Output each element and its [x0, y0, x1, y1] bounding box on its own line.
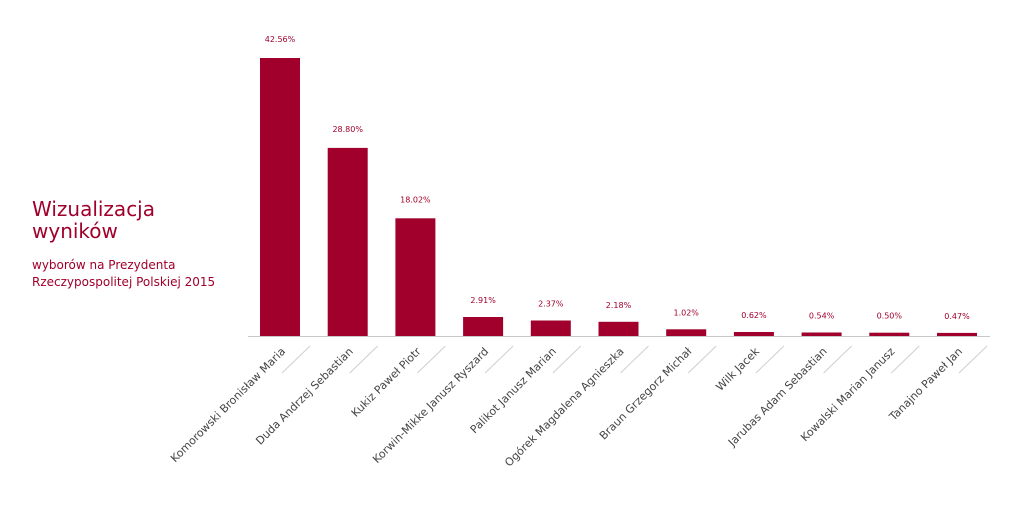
x-tick-line	[552, 345, 582, 374]
data-label: 0.50%	[877, 312, 903, 321]
bar[interactable]	[801, 332, 842, 337]
bar[interactable]	[869, 332, 910, 336]
data-label: 28.80%	[332, 125, 363, 134]
chart-title-line-1: Wizualizacja	[32, 197, 155, 221]
data-label: 0.62%	[741, 311, 767, 320]
bar[interactable]	[666, 329, 707, 336]
bar[interactable]	[327, 147, 368, 336]
x-tick-line	[281, 345, 311, 374]
bar[interactable]	[937, 332, 977, 336]
x-tick-line	[823, 345, 852, 374]
x-tick-line	[349, 345, 379, 374]
data-label: 1.02%	[673, 308, 699, 317]
data-label: 42.56%	[265, 35, 296, 44]
bar[interactable]	[598, 321, 639, 336]
x-tick-label: Tanajno Paweł Jan	[886, 345, 965, 424]
x-tick-line	[620, 345, 649, 374]
x-tick-line	[687, 345, 717, 374]
chart-subtitle-line-1: wyborów na Prezydenta	[32, 258, 176, 272]
x-tick-line	[417, 345, 446, 374]
x-tick-line	[890, 345, 920, 374]
x-tick-line	[958, 345, 988, 374]
bar[interactable]	[530, 320, 571, 337]
chart-subtitle-line-2: Rzeczypospolitej Polskiej 2015	[32, 275, 216, 289]
data-label: 0.54%	[809, 312, 835, 321]
bar[interactable]	[260, 58, 300, 336]
data-label: 18.02%	[400, 195, 431, 204]
data-label: 2.37%	[538, 300, 564, 309]
chart-title-line-2: wyników	[32, 219, 118, 243]
x-tick-label: Wilk Jacek	[713, 344, 762, 393]
x-tick-label: Ogórek Magdalena Agnieszka	[502, 345, 626, 469]
bar[interactable]	[463, 317, 504, 336]
data-label: 0.47%	[944, 312, 970, 321]
data-label: 2.91%	[470, 296, 496, 305]
x-tick-label: Kukiz Paweł Piotr	[349, 345, 424, 420]
x-tick-line	[755, 345, 785, 374]
x-tick-label: Komorowski Bronisław Maria	[168, 345, 288, 465]
chart-title: Wizualizacja wyników	[32, 198, 232, 242]
data-label: 2.18%	[606, 301, 632, 310]
bar[interactable]	[395, 218, 436, 336]
x-tick-line	[484, 345, 514, 374]
x-tick-label: Korwin-Mikke Janusz Ryszard	[370, 345, 491, 466]
chart-subtitle: wyborów na Prezydenta Rzeczypospolitej P…	[32, 257, 242, 291]
bar[interactable]	[733, 332, 774, 336]
